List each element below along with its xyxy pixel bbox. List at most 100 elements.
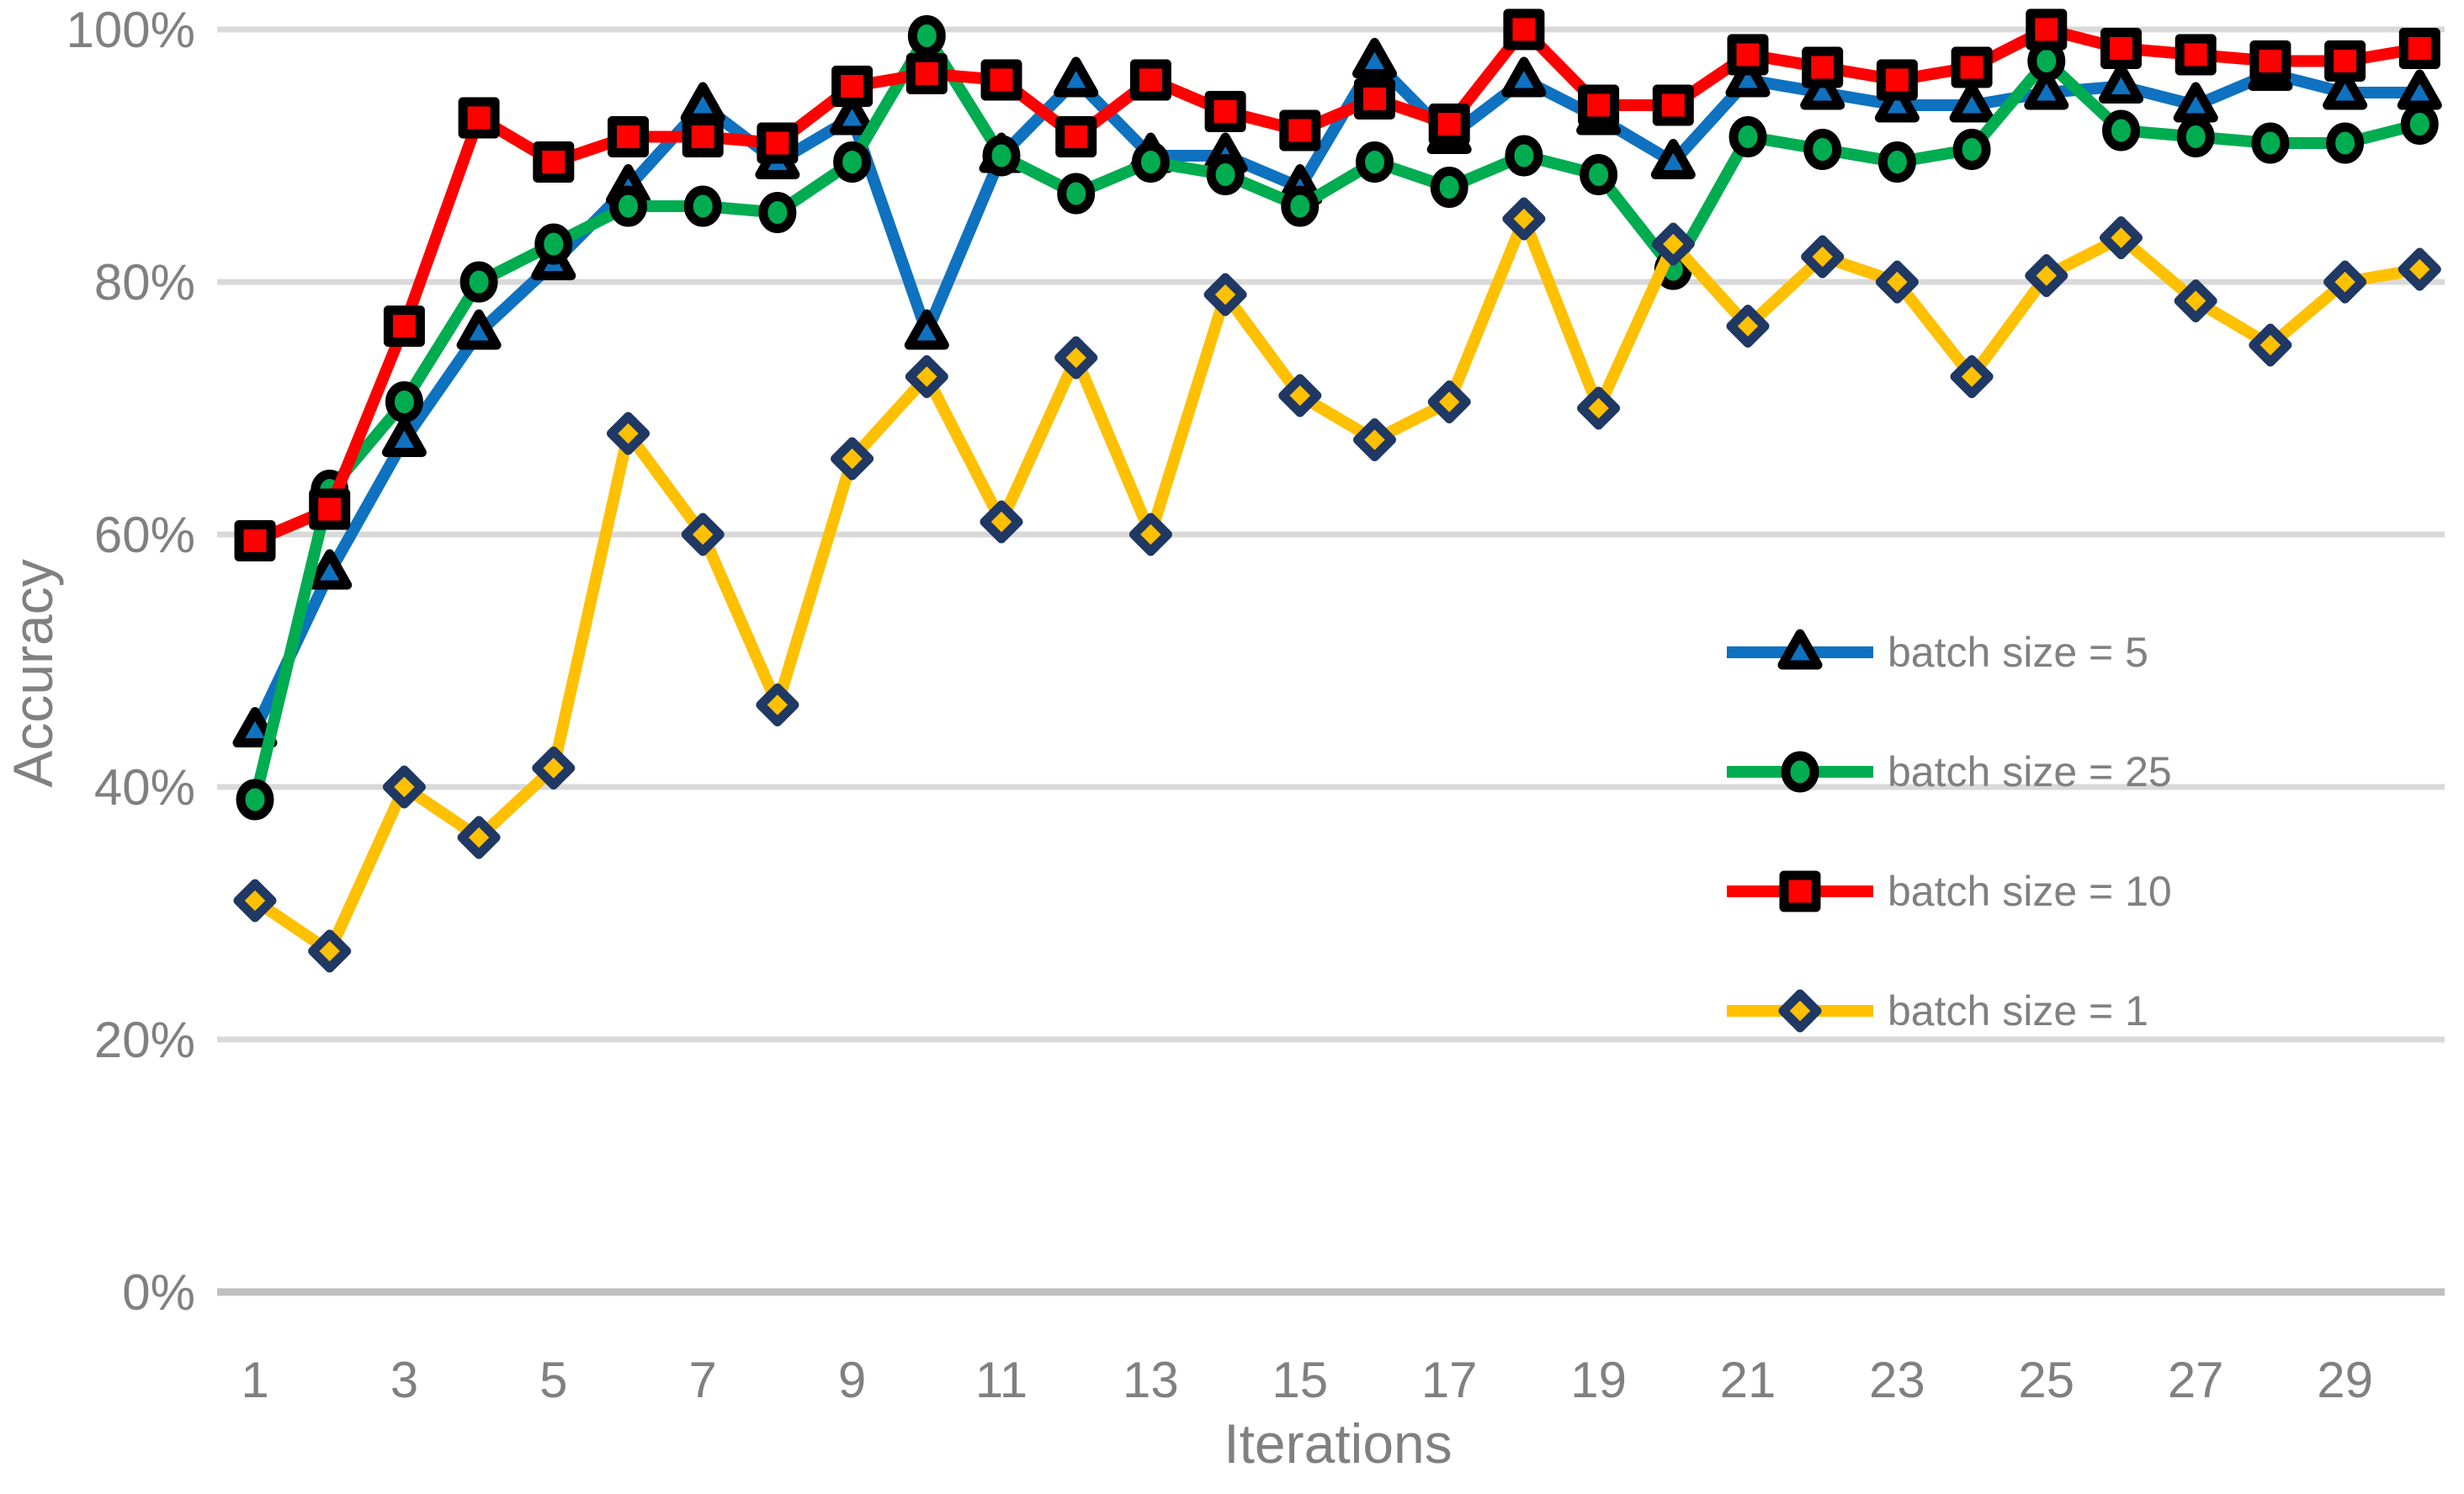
square-marker [1951,46,1993,88]
circle-marker [1952,129,1991,170]
y-axis-title: Accuracy [2,559,64,787]
square-marker [1727,34,1769,76]
x-tick-label: 11 [975,1352,1028,1408]
square-marker [831,66,874,107]
square-marker [234,520,276,561]
x-tick-label: 25 [2018,1352,2074,1408]
square-marker [2100,28,2142,69]
circle-marker [2251,122,2290,164]
diamond-marker [1128,513,1172,556]
square-marker [1204,91,1246,132]
triangle-marker [2397,69,2442,110]
square-marker [1354,78,1395,120]
diamond-marker [607,412,650,455]
circle-marker [2400,104,2439,145]
triangle-marker [680,82,725,123]
triangle-marker [1725,56,1771,98]
square-marker [533,141,575,183]
series-line [249,213,2426,957]
diamond-marker [2100,216,2143,259]
x-tick-label: 21 [1720,1352,1776,1408]
diamond-marker [2323,260,2367,304]
square-marker [1652,84,1694,126]
square-marker [1428,104,1470,145]
square-marker [1578,84,1620,126]
square-marker [1055,116,1097,157]
square-marker [309,488,351,530]
y-tick-label: 100% [66,2,195,58]
square-marker [905,53,948,94]
triangle-marker [2323,69,2368,110]
triangle-marker [1949,82,1994,123]
triangle-marker [1501,56,1547,98]
x-tick-label: 9 [838,1352,866,1408]
circle-marker [1057,173,1096,215]
x-tick-label: 27 [2168,1352,2224,1408]
x-tick-label: 19 [1570,1352,1627,1408]
diamond-marker [1353,418,1396,461]
square-marker [682,116,724,157]
legend-label: batch size = 1 [1888,987,2148,1034]
triangle-marker [456,309,502,350]
circle-marker [1356,141,1394,183]
triangle-marker [2173,82,2218,123]
y-tick-label: 20% [94,1012,195,1068]
circle-marker [907,15,946,56]
x-tick-label: 5 [539,1352,567,1408]
square-marker [757,122,799,164]
y-tick-label: 60% [94,507,195,563]
circle-marker [1505,135,1543,177]
square-marker [1503,8,1545,51]
diamond-marker [2025,254,2068,297]
square-marker [458,97,500,139]
circle-marker [1803,129,1842,170]
diamond-marker [1778,989,1822,1033]
circle-marker [534,223,573,265]
series-batch-size-1 [233,197,2441,973]
diamond-marker [1278,374,1322,417]
circle-marker [609,185,647,227]
circle-marker [1281,185,1320,227]
triangle-marker [1352,38,1397,78]
legend: batch size = 5 batch size = 25 batch size … [1727,629,2172,1034]
x-axis-title: Iterations [1224,1412,1452,1475]
diamond-marker [980,500,1023,544]
diamond-marker [1427,380,1471,423]
diamond-marker [1203,273,1247,316]
x-tick-label: 29 [2317,1352,2373,1408]
circle-marker [2326,122,2365,164]
circle-marker [683,185,722,227]
circle-marker [1430,167,1468,208]
triangle-marker [1777,629,1823,670]
diamond-marker [308,929,352,973]
x-tick-label: 15 [1272,1352,1328,1408]
legend-item-batch-size-10: batch size = 10 [1727,868,2172,915]
x-tick-label: 17 [1421,1352,1478,1408]
triangle-marker [307,549,353,590]
diamond-marker [532,747,576,790]
circle-marker [1781,751,1819,793]
triangle-marker [904,309,949,350]
circle-marker [1580,154,1618,195]
diamond-marker [1875,260,1919,304]
diamond-marker [831,437,874,481]
diamond-marker [756,683,799,726]
diamond-marker [2398,247,2441,291]
diamond-marker [382,765,426,809]
triangle-marker [830,94,875,136]
diamond-marker [457,816,501,859]
triangle-marker [1874,82,1920,123]
circle-marker [1877,141,1916,183]
square-marker [1876,59,1918,101]
diamond-marker [681,513,725,556]
diamond-marker [1054,336,1098,380]
triangle-marker [1054,56,1099,98]
diamond-marker [1801,235,1845,279]
square-marker [1802,46,1844,88]
circle-marker [2176,116,2215,157]
circle-marker [1729,116,1767,157]
y-tick-label: 0% [122,1264,195,1321]
x-axis-tick-labels: 1 3 5 7 9 11 13 15 17 19 21 23 25 27 29 [241,1352,2373,1408]
circle-marker [1206,154,1245,195]
legend-item-batch-size-5: batch size = 5 [1727,629,2148,676]
